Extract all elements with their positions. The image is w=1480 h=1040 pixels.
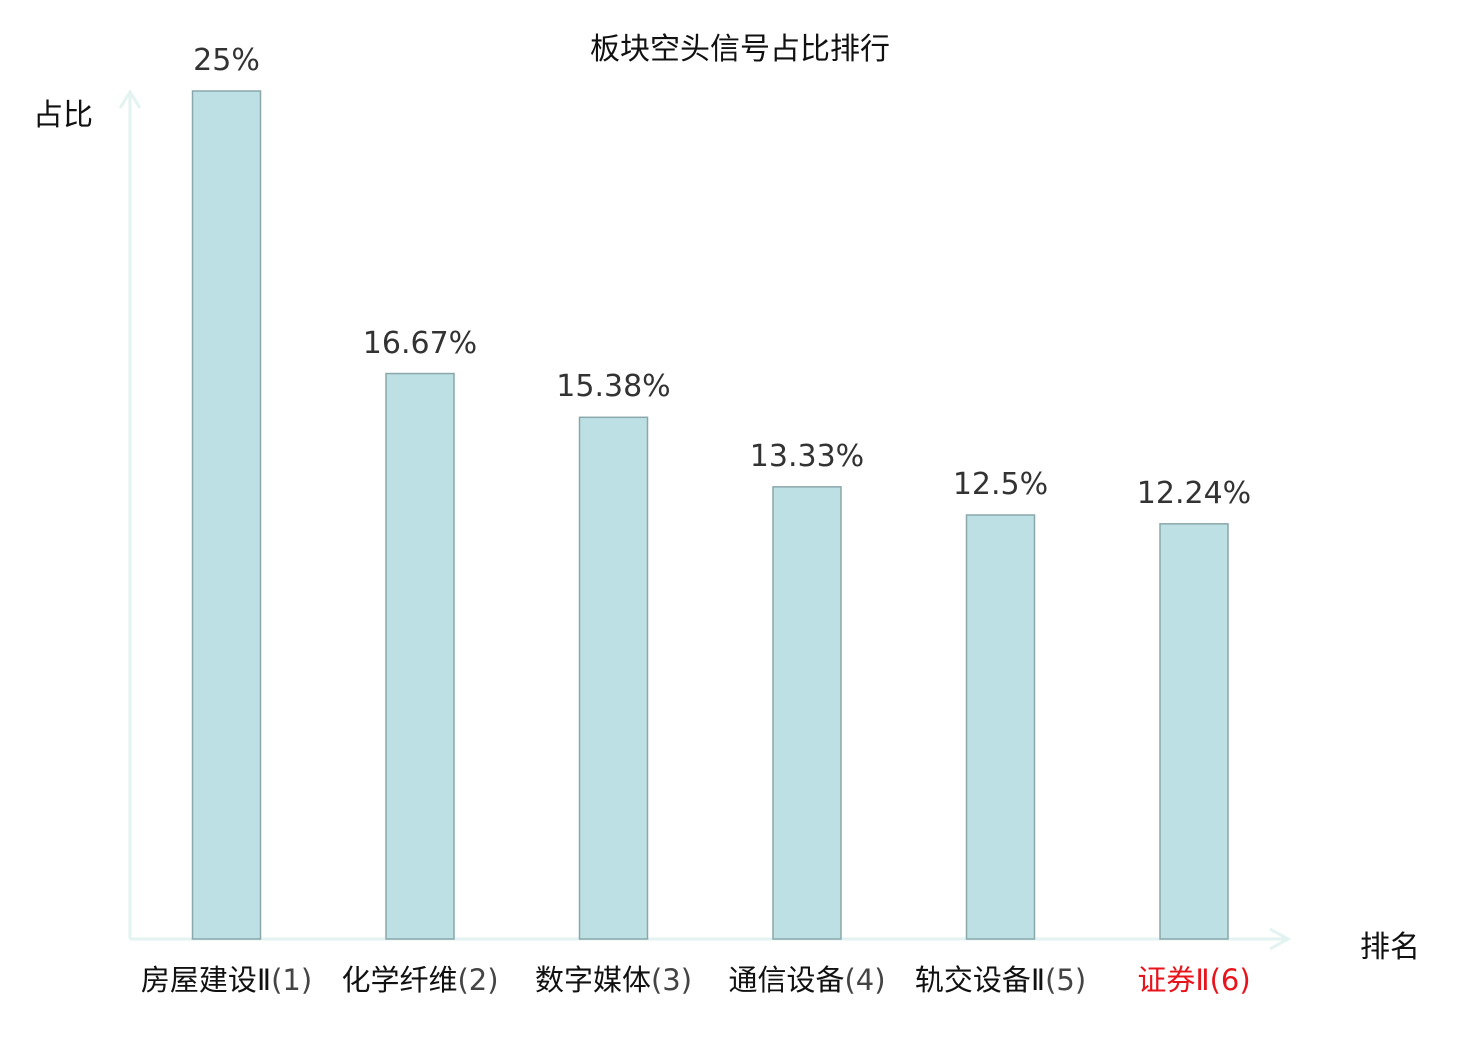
category-rank: (5) [1045,963,1087,997]
category-name: 数字媒体 [534,963,651,997]
category-rank: (3) [650,963,693,997]
chart-title: 板块空头信号占比排行 [590,32,890,67]
category-name: 轨交设备Ⅱ [914,963,1046,997]
category-rank: (6) [1209,963,1251,997]
x-tick-label: 化学纤维(2) [325,964,515,997]
x-axis-label: 排名 [1360,930,1420,965]
x-axis-arrow [1269,927,1292,951]
bar [965,514,1036,940]
data-label: 16.67% [362,325,478,361]
category-rank: (4) [844,963,886,997]
x-tick-label: 通信设备(4) [712,964,902,997]
y-axis-label: 占比 [33,98,93,133]
data-label: 13.33% [749,438,865,474]
category-name: 通信设备 [728,963,845,997]
bar [1159,523,1229,940]
category-name: 化学纤维 [341,963,458,997]
category-rank: (1) [271,963,313,997]
data-label: 25% [193,43,260,78]
category-name: 房屋建设Ⅱ [140,963,272,997]
bar [772,486,842,940]
data-label: 15.38% [556,369,671,405]
data-label: 12.24% [1136,475,1252,511]
y-axis-arrow [118,89,142,109]
bar [191,90,262,940]
x-tick-label: 数字媒体(3) [519,964,709,997]
bar [578,416,649,940]
x-tick-label: 轨交设备Ⅱ(5) [906,964,1096,997]
bar [385,372,455,940]
category-name: 证券Ⅱ [1137,963,1210,997]
x-tick-label: 房屋建设Ⅱ(1) [132,964,322,997]
category-rank: (2) [457,963,499,997]
data-label: 12.5% [952,467,1049,502]
x-tick-label: 证券Ⅱ(6) [1099,964,1289,997]
